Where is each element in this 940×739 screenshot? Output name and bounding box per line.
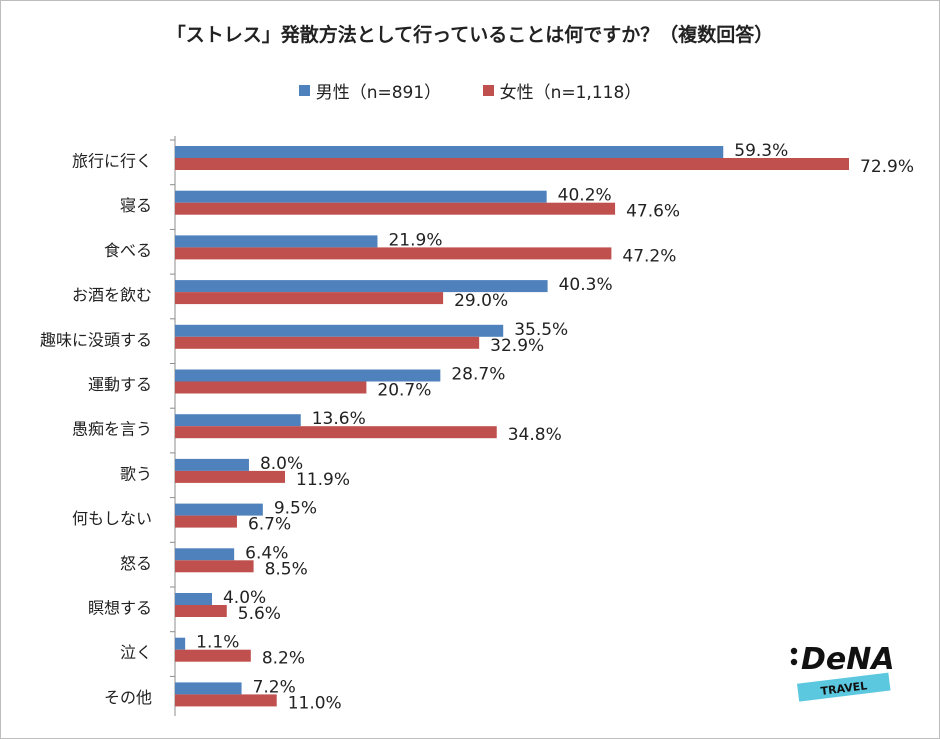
bar-female: [175, 470, 286, 483]
bar-male: [175, 593, 212, 605]
data-label-male: 8.0%: [260, 454, 303, 474]
data-label-male: 40.2%: [558, 186, 612, 206]
bar-female: [175, 336, 480, 349]
bar-male: [175, 324, 504, 337]
data-label-male: 28.7%: [451, 365, 505, 385]
data-label-female: 6.7%: [248, 515, 291, 535]
bar-male: [175, 637, 186, 650]
bar-male: [175, 146, 724, 158]
logo-brand-text: DeNA: [801, 642, 895, 677]
data-label-male: 1.1%: [196, 633, 239, 653]
data-label-female: 47.6%: [626, 202, 680, 222]
data-label-female: 32.9%: [490, 336, 544, 356]
category-label: 寝る: [120, 196, 152, 215]
legend-swatch-female: [482, 85, 494, 96]
bar-male: [175, 280, 548, 293]
chart-legend: 男性（n=891） 女性（n=1,118）: [0, 78, 940, 103]
bar-female: [175, 381, 367, 394]
data-label-female: 5.6%: [238, 604, 281, 624]
legend-item-male: 男性（n=891）: [298, 78, 442, 103]
bar-male: [175, 235, 378, 248]
data-label-male: 13.6%: [312, 409, 366, 429]
category-label: 瞑想する: [88, 599, 152, 618]
category-label: 泣く: [120, 643, 152, 662]
data-label-female: 72.9%: [860, 157, 914, 177]
data-label-female: 11.0%: [288, 693, 342, 713]
data-label-female: 29.0%: [454, 291, 508, 311]
data-label-female: 47.2%: [622, 246, 676, 266]
bar-female: [175, 694, 277, 707]
category-label: 何もしない: [72, 509, 152, 528]
category-label: 趣味に没頭する: [40, 330, 152, 349]
legend-item-female: 女性（n=1,118）: [482, 78, 642, 103]
category-label: 歌う: [120, 464, 152, 483]
category-label: 運動する: [88, 375, 152, 394]
category-label: 食べる: [104, 241, 152, 260]
logo-sub-text: TRAVEL: [820, 679, 868, 698]
data-label-male: 40.3%: [559, 275, 613, 295]
bar-female: [175, 426, 497, 439]
data-label-male: 4.0%: [223, 588, 266, 608]
data-label-male: 21.9%: [388, 230, 442, 250]
bar-female: [175, 247, 612, 260]
data-label-male: 59.3%: [734, 141, 788, 161]
bar-female: [175, 202, 616, 215]
category-label: お酒を飲む: [72, 286, 152, 305]
bar-female: [175, 605, 227, 617]
bar-female: [175, 292, 444, 305]
data-label-male: 7.2%: [253, 677, 296, 697]
category-label: 怒る: [120, 554, 152, 573]
bar-male: [175, 503, 263, 516]
chart-title: 「ストレス」発散方法として行っていることは何ですか？（複数回答）: [166, 24, 774, 46]
category-label: その他: [104, 688, 152, 707]
bar-female: [175, 560, 254, 573]
bar-female: [175, 158, 849, 170]
bar-male: [175, 369, 441, 382]
dena-travel-logo: DeNA TRAVEL: [790, 642, 895, 702]
data-label-male: 9.5%: [274, 499, 317, 519]
data-label-male: 35.5%: [514, 320, 568, 340]
bar-male: [175, 682, 242, 695]
bar-male: [175, 190, 547, 203]
data-label-female: 11.9%: [296, 470, 350, 490]
data-label-female: 20.7%: [377, 381, 431, 401]
bar-male: [175, 458, 249, 471]
category-label: 旅行に行く: [72, 152, 152, 171]
data-label-female: 8.5%: [265, 559, 308, 579]
legend-swatch-male: [298, 85, 310, 96]
category-label: 愚痴を言う: [72, 420, 152, 439]
data-label-female: 34.8%: [508, 425, 562, 445]
data-label-female: 8.2%: [262, 649, 305, 669]
data-label-male: 6.4%: [245, 543, 288, 563]
bar-male: [175, 414, 301, 427]
bar-male: [175, 548, 235, 561]
bar-female: [175, 649, 251, 662]
bar-female: [175, 515, 237, 528]
legend-label-female: 女性（n=1,118）: [499, 83, 642, 103]
legend-label-male: 男性（n=891）: [315, 83, 442, 103]
